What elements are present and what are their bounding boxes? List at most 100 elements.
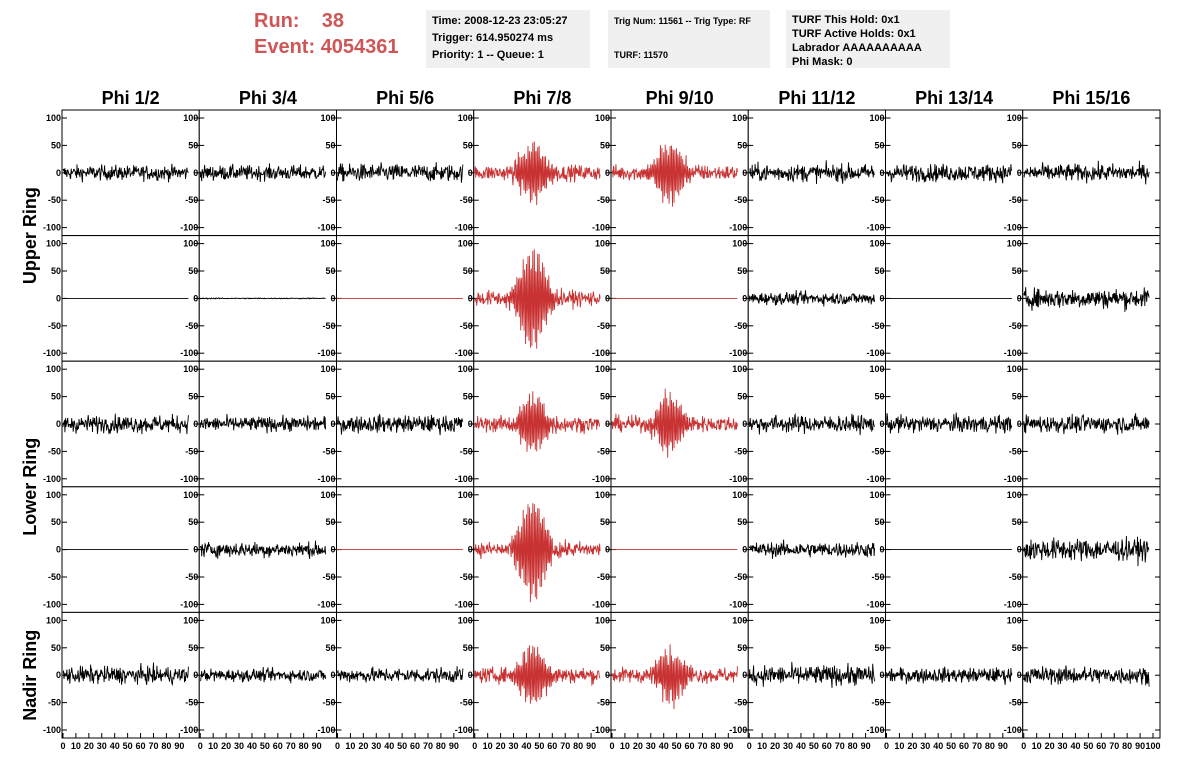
- ring-label: Lower Ring: [20, 438, 40, 536]
- y-tick-label: -100: [592, 223, 610, 233]
- x-tick-label: 30: [920, 741, 930, 751]
- y-tick-label: 50: [1012, 140, 1022, 150]
- y-tick-label: 0: [605, 293, 610, 303]
- event-value: 4054361: [320, 36, 399, 58]
- y-tick-label: 100: [1007, 364, 1022, 374]
- y-tick-label: -50: [48, 572, 61, 582]
- y-tick-label: 50: [325, 643, 335, 653]
- y-tick-label: -50: [322, 446, 335, 456]
- x-tick-label: 90: [449, 741, 459, 751]
- column-header: Phi 1/2: [102, 88, 160, 108]
- y-tick-label: 100: [869, 490, 884, 500]
- y-tick-label: 0: [468, 545, 473, 555]
- y-tick-label: 50: [737, 266, 747, 276]
- y-tick-label: -50: [871, 572, 884, 582]
- waveform-trace: [62, 413, 189, 435]
- y-tick-label: 0: [879, 670, 884, 680]
- x-tick-label: 10: [757, 741, 767, 751]
- column-header: Phi 9/10: [646, 88, 714, 108]
- column-header: Phi 7/8: [513, 88, 571, 108]
- x-tick-label: 0: [747, 741, 752, 751]
- x-tick-label: 0: [609, 741, 614, 751]
- y-tick-label: 0: [879, 293, 884, 303]
- y-tick-label: 50: [1012, 643, 1022, 653]
- x-tick-label: 40: [247, 741, 257, 751]
- x-tick-label: 60: [547, 741, 557, 751]
- y-tick-label: -50: [185, 446, 198, 456]
- y-tick-label: 0: [193, 168, 198, 178]
- waveform-trace: [611, 388, 738, 458]
- y-tick-label: -50: [460, 446, 473, 456]
- waveform-trace: [474, 503, 601, 603]
- y-tick-label: 50: [463, 643, 473, 653]
- y-tick-label: -50: [734, 446, 747, 456]
- y-tick-label: 0: [1017, 293, 1022, 303]
- waveform-trace: [748, 412, 876, 436]
- y-tick-label: 100: [320, 113, 335, 123]
- x-tick-label: 20: [907, 741, 917, 751]
- y-tick-label: 0: [742, 545, 747, 555]
- y-tick-label: -50: [322, 195, 335, 205]
- y-tick-label: 50: [325, 517, 335, 527]
- x-tick-label: 70: [423, 741, 433, 751]
- y-tick-label: 50: [1012, 392, 1022, 402]
- y-tick-label: -100: [317, 348, 335, 358]
- waveform-trace: [474, 249, 601, 349]
- y-tick-label: -50: [48, 446, 61, 456]
- y-tick-label: 50: [463, 266, 473, 276]
- x-tick-label: 10: [1032, 741, 1042, 751]
- y-tick-label: 50: [463, 392, 473, 402]
- x-tick-label: 20: [633, 741, 643, 751]
- y-tick-label: 100: [595, 239, 610, 249]
- y-tick-label: 50: [1012, 266, 1022, 276]
- y-tick-label: 0: [1017, 168, 1022, 178]
- y-tick-label: 50: [600, 517, 610, 527]
- x-tick-label: 0: [335, 741, 340, 751]
- y-tick-label: 50: [51, 266, 61, 276]
- y-tick-label: 0: [468, 670, 473, 680]
- run-label: Run:: [254, 10, 300, 32]
- y-tick-label: -50: [322, 321, 335, 331]
- waveform-trace: [62, 662, 189, 687]
- y-tick-label: 0: [330, 670, 335, 680]
- y-tick-label: 100: [732, 239, 747, 249]
- y-tick-label: 50: [188, 517, 198, 527]
- x-tick-label: 40: [384, 741, 394, 751]
- x-tick-label: 100: [1145, 741, 1160, 751]
- y-tick-label: 50: [1012, 517, 1022, 527]
- x-tick-label: 30: [783, 741, 793, 751]
- x-tick-label: 40: [521, 741, 531, 751]
- trigger-info-panel: Trig Num: 11561 -- Trig Type: RF TURF: 1…: [608, 10, 770, 68]
- y-tick-label: 100: [46, 113, 61, 123]
- y-tick-label: 50: [51, 517, 61, 527]
- y-tick-label: -100: [1004, 599, 1022, 609]
- y-tick-label: 0: [193, 293, 198, 303]
- x-tick-label: 80: [161, 741, 171, 751]
- y-tick-label: 50: [51, 392, 61, 402]
- y-tick-label: -100: [180, 223, 198, 233]
- y-tick-label: 0: [468, 293, 473, 303]
- y-tick-label: 0: [742, 419, 747, 429]
- waveform-trace: [1023, 413, 1150, 435]
- y-tick-label: -100: [317, 474, 335, 484]
- y-tick-label: -100: [317, 223, 335, 233]
- x-tick-label: 30: [97, 741, 107, 751]
- y-tick-label: 100: [869, 364, 884, 374]
- y-tick-label: -50: [734, 698, 747, 708]
- column-header: Phi 5/6: [376, 88, 434, 108]
- turf-text: TURF: 11570: [614, 50, 669, 60]
- y-tick-label: 0: [605, 545, 610, 555]
- y-tick-label: 0: [193, 670, 198, 680]
- x-tick-label: 90: [174, 741, 184, 751]
- y-tick-label: -100: [317, 599, 335, 609]
- waveform-trace: [199, 163, 327, 183]
- y-tick-label: 50: [874, 643, 884, 653]
- y-tick-label: -50: [597, 572, 610, 582]
- y-tick-label: 50: [737, 392, 747, 402]
- y-tick-label: 100: [46, 615, 61, 625]
- y-tick-label: 50: [737, 140, 747, 150]
- x-tick-label: 30: [371, 741, 381, 751]
- y-tick-label: 50: [874, 392, 884, 402]
- waveform-trace: [886, 163, 1013, 184]
